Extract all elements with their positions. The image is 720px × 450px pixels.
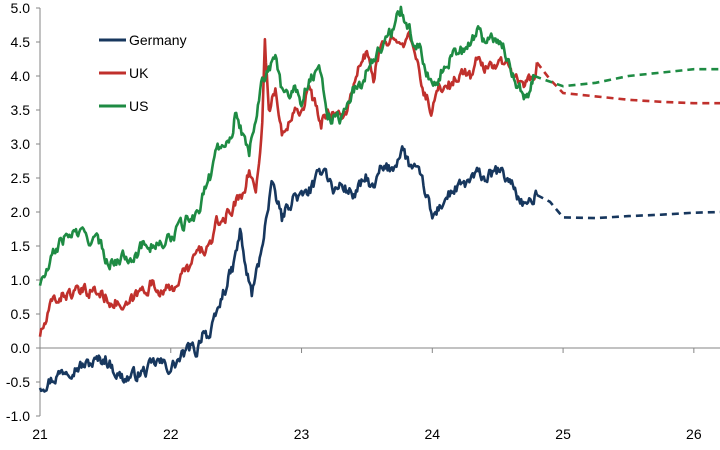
series-line-germany xyxy=(38,145,539,393)
series-forecast-us xyxy=(533,67,720,88)
legend-label-germany: Germany xyxy=(129,32,187,48)
y-tick-label: -0.5 xyxy=(6,374,30,390)
y-tick-label: 4.0 xyxy=(11,68,31,84)
x-tick-label: 23 xyxy=(294,426,310,442)
series-line-uk xyxy=(38,30,539,337)
x-tick-label: 25 xyxy=(555,426,571,442)
series-lines xyxy=(38,5,720,393)
y-tick-label: 3.5 xyxy=(11,102,31,118)
y-tick-label: 0.5 xyxy=(11,306,31,322)
y-tick-label: 1.5 xyxy=(11,238,31,254)
y-tick-label: 2.5 xyxy=(11,170,31,186)
y-tick-label: 4.5 xyxy=(11,34,31,50)
y-tick-label: 1.0 xyxy=(11,272,31,288)
legend-label-us: US xyxy=(129,98,148,114)
x-tick-label: 22 xyxy=(163,426,179,442)
y-tick-label: 2.0 xyxy=(11,204,31,220)
axes: 5.0 4.5 4.0 3.5 3.0 2.5 2.0 1.5 1.0 0.5 0.0 -0.5 -1.… xyxy=(6,0,720,442)
x-tick-label: 26 xyxy=(686,426,702,442)
series-forecast-germany xyxy=(536,193,720,220)
x-tick-label: 24 xyxy=(425,426,441,442)
y-tick-label: 0.0 xyxy=(11,340,31,356)
legend-label-uk: UK xyxy=(129,65,149,81)
x-tick-label: 21 xyxy=(32,426,48,442)
legend: Germany UK US xyxy=(99,32,187,114)
y-tick-label: -1.0 xyxy=(6,408,30,424)
y-tick-label: 3.0 xyxy=(11,136,31,152)
series-line-us xyxy=(38,5,536,286)
y-tick-label: 5.0 xyxy=(11,0,31,16)
